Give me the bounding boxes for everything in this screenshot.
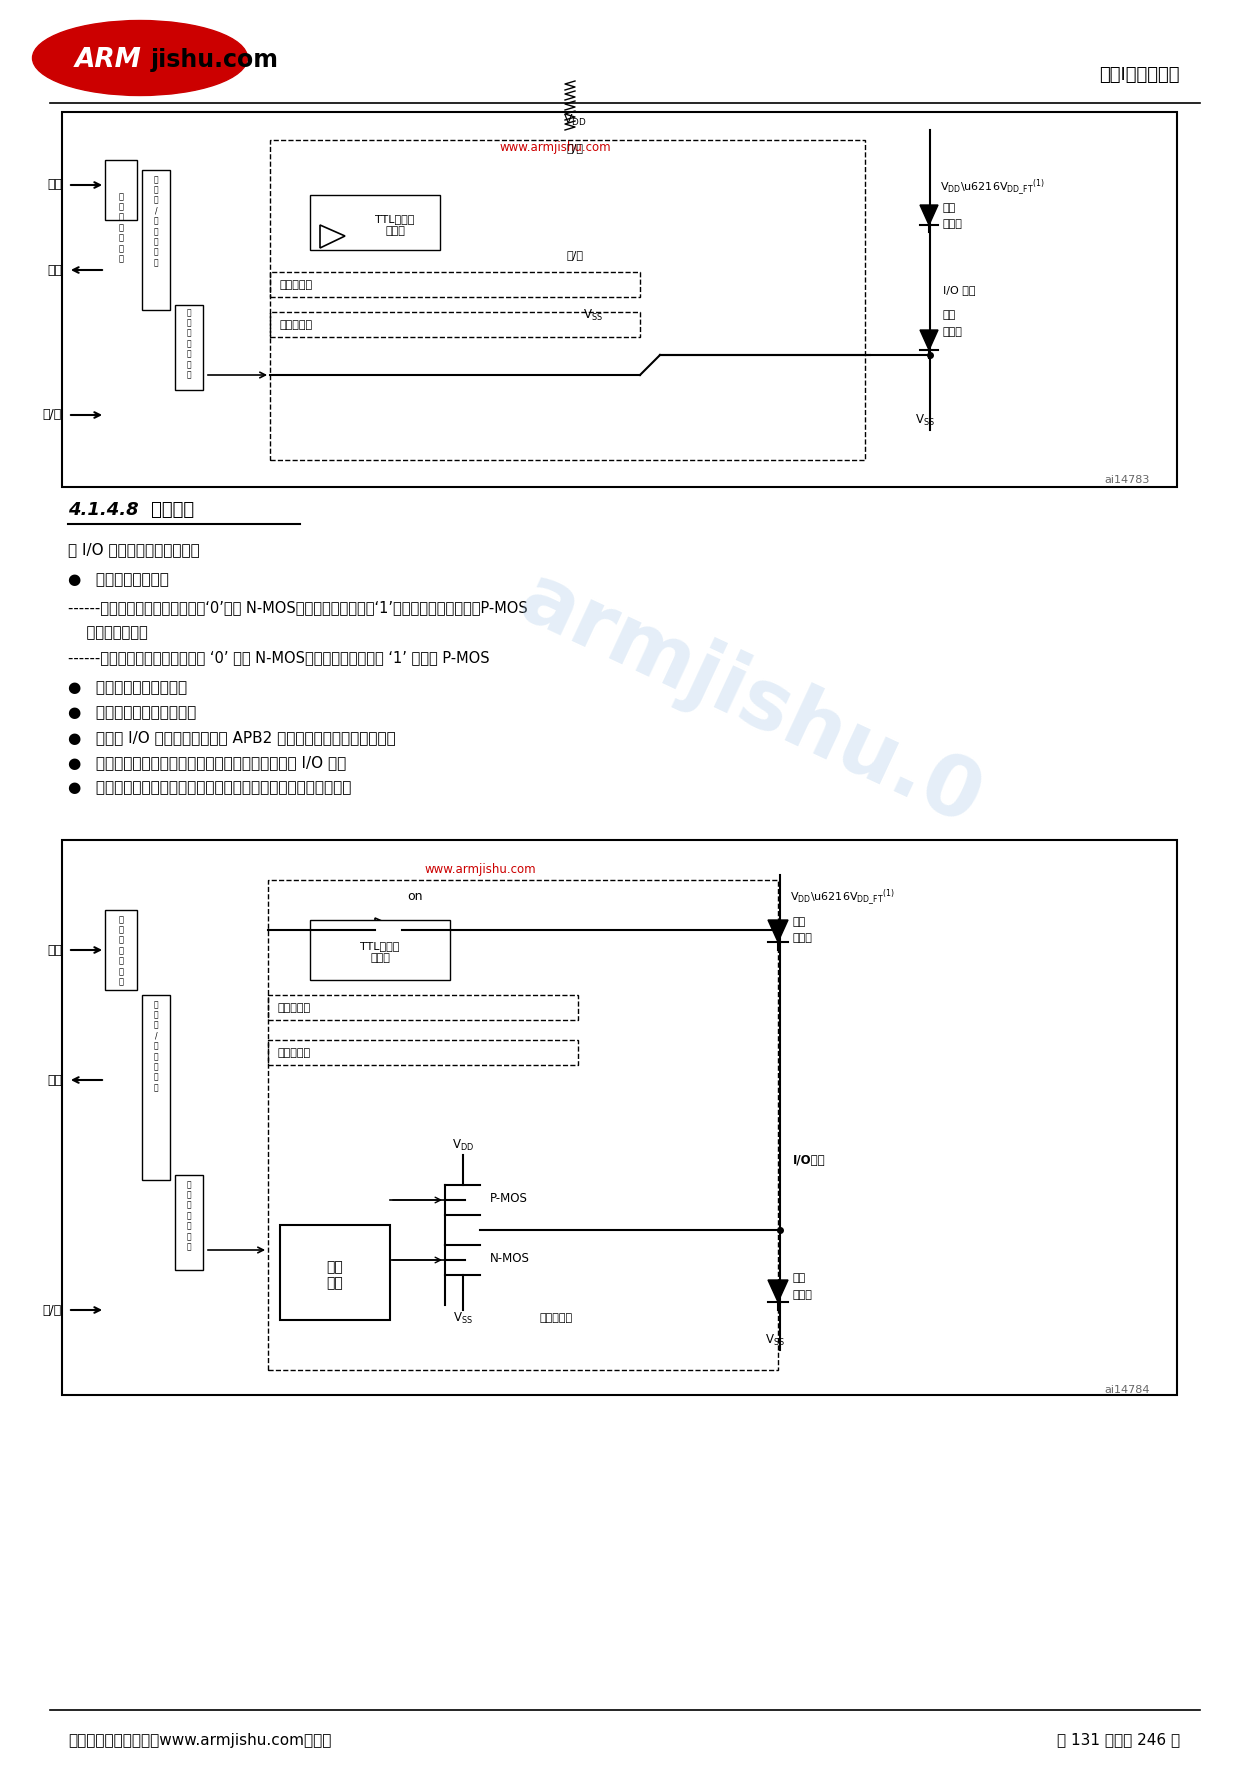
Text: 读出: 读出 (47, 944, 62, 956)
Text: 二极管: 二极管 (793, 1290, 813, 1301)
Bar (175, 1175, 204, 1270)
Text: 保护: 保护 (793, 917, 807, 928)
Bar (105, 161, 137, 221)
Text: 输出驱动器: 输出驱动器 (280, 320, 313, 330)
Text: 神舟Ⅰ号用户手册: 神舟Ⅰ号用户手册 (1099, 65, 1180, 85)
Text: 写入: 写入 (47, 263, 62, 276)
Text: 开/关: 开/关 (567, 249, 583, 260)
Text: 输入驱动器: 输入驱动器 (279, 1004, 311, 1012)
Bar (62, 839, 1177, 1394)
Text: 保护: 保护 (793, 1272, 807, 1283)
Text: 嵌入式专业技术论坛（www.armjishu.com）出品: 嵌入式专业技术论坛（www.armjishu.com）出品 (67, 1732, 331, 1748)
Bar (280, 1225, 390, 1320)
Bar (310, 921, 450, 981)
Polygon shape (375, 919, 402, 942)
Text: N-MOS: N-MOS (490, 1251, 530, 1265)
Text: 输
出
数
据
寄
存
器: 输 出 数 据 寄 存 器 (186, 1180, 191, 1251)
Text: 二极管: 二极管 (793, 933, 813, 944)
Text: ARM: ARM (75, 48, 141, 72)
Text: 输入驱动器: 输入驱动器 (280, 279, 313, 290)
Bar (175, 306, 204, 391)
Text: www.armjishu.com: www.armjishu.com (500, 141, 611, 154)
Text: 二极管: 二极管 (943, 327, 963, 337)
Polygon shape (921, 330, 938, 350)
Text: on: on (407, 891, 422, 903)
Text: ●   施密特触发输入被激活: ● 施密特触发输入被激活 (67, 680, 187, 696)
Text: V$_{\rm SS}$: V$_{\rm SS}$ (453, 1311, 473, 1325)
Text: ●   输出缓冲器被激活: ● 输出缓冲器被激活 (67, 573, 169, 587)
Text: 第 131 页，共 246 页: 第 131 页，共 246 页 (1057, 1732, 1180, 1748)
Text: ------开漏模式：输出寄存器上的‘0’激活 N-MOS，而输出寄存器上的‘1’将端口置于高阻状态（P-MOS: ------开漏模式：输出寄存器上的‘0’激活 N-MOS，而输出寄存器上的‘1… (67, 601, 528, 615)
Text: 读出: 读出 (47, 178, 62, 191)
Text: ●   在开漏模式时，对输入数据寄存器的读访问可得到 I/O 状态: ● 在开漏模式时，对输入数据寄存器的读访问可得到 I/O 状态 (67, 756, 346, 770)
Text: ●   在推挽模式时，对输出数据寄存器的读访问得到最后一次写的値: ● 在推挽模式时，对输出数据寄存器的读访问得到最后一次写的値 (67, 781, 351, 795)
Text: 从不被激活）。: 从不被激活）。 (67, 626, 147, 640)
Text: I/O 引脚: I/O 引脚 (943, 284, 975, 295)
Polygon shape (768, 921, 788, 942)
Bar (270, 313, 639, 337)
Text: ai14783: ai14783 (1104, 475, 1150, 484)
Text: TTL肖特基
触发器: TTL肖特基 触发器 (375, 214, 415, 235)
Text: V$_{\rm SS}$: V$_{\rm SS}$ (764, 1332, 786, 1348)
Text: ------推挽模式：输出寄存器上的 ‘0’ 激活 N-MOS，而输出寄存器上的 ‘1’ 将激活 P-MOS: ------推挽模式：输出寄存器上的 ‘0’ 激活 N-MOS，而输出寄存器上的… (67, 650, 490, 666)
Bar (105, 910, 137, 990)
Text: ●   出现在 I/O 脚上的数据在每个 APB2 时钟被采样到输入数据寄存器: ● 出现在 I/O 脚上的数据在每个 APB2 时钟被采样到输入数据寄存器 (67, 730, 396, 746)
Text: 读/写: 读/写 (42, 1304, 62, 1316)
Text: P-MOS: P-MOS (490, 1191, 528, 1205)
Text: TTL肖特基
触发器: TTL肖特基 触发器 (360, 942, 400, 963)
Bar (269, 995, 578, 1020)
Bar (142, 995, 170, 1180)
Text: 保护: 保护 (943, 203, 957, 214)
Text: www.armjishu.com: www.armjishu.com (425, 864, 536, 876)
Text: armjishu.0: armjishu.0 (506, 557, 994, 843)
Polygon shape (768, 1279, 788, 1302)
Text: 输出驱动器: 输出驱动器 (279, 1048, 311, 1058)
Polygon shape (921, 205, 938, 224)
Polygon shape (320, 224, 345, 247)
Bar (62, 111, 1177, 488)
Text: V$_{\rm DD}$: V$_{\rm DD}$ (563, 113, 587, 127)
Bar (270, 140, 866, 459)
Text: 写入: 写入 (47, 1074, 62, 1087)
Text: 输
入
数
据
寄
存
器: 输 入 数 据 寄 存 器 (119, 915, 124, 986)
Text: 位
设
置
/
清
除
寄
存
器: 位 设 置 / 清 除 寄 存 器 (154, 175, 159, 267)
Text: 输
入
数
据
寄
存
器: 输 入 数 据 寄 存 器 (119, 193, 124, 263)
Text: 二极管: 二极管 (943, 219, 963, 230)
Text: V$_{\rm DD}$: V$_{\rm DD}$ (452, 1138, 475, 1152)
Bar (270, 272, 639, 297)
Bar (269, 1041, 578, 1066)
Bar (142, 170, 170, 309)
Text: V$_{\rm DD}$\u6216V$_{\rm DD\_FT}$$^{(1)}$: V$_{\rm DD}$\u6216V$_{\rm DD\_FT}$$^{(1)… (791, 889, 894, 908)
Bar (269, 880, 778, 1369)
Text: 输出
控制: 输出 控制 (327, 1260, 343, 1290)
Text: V$_{\rm SS}$: V$_{\rm SS}$ (583, 307, 603, 323)
Bar (310, 194, 440, 249)
Text: ●   弱上拉和下拉电阶被禁止: ● 弱上拉和下拉电阶被禁止 (67, 705, 196, 721)
Text: 当 I/O 端口被配置为输出时：: 当 I/O 端口被配置为输出时： (67, 542, 200, 558)
Text: 位
设
置
/
清
除
寄
存
器: 位 设 置 / 清 除 寄 存 器 (154, 1000, 159, 1092)
Text: 保护: 保护 (943, 309, 957, 320)
Text: 读/写: 读/写 (42, 408, 62, 422)
Text: I/O引脚: I/O引脚 (793, 1154, 826, 1166)
Ellipse shape (32, 21, 247, 95)
Text: V$_{\rm SS}$: V$_{\rm SS}$ (916, 412, 936, 428)
Text: 输
出
数
据
寄
存
器: 输 出 数 据 寄 存 器 (186, 307, 191, 380)
Text: V$_{\rm DD}$\u6216V$_{\rm DD\_FT}$$^{(1)}$: V$_{\rm DD}$\u6216V$_{\rm DD\_FT}$$^{(1)… (940, 178, 1044, 198)
Text: 推挽或开漏: 推挽或开漏 (540, 1313, 573, 1323)
Text: 开/关: 开/关 (567, 143, 583, 154)
Text: ai14784: ai14784 (1104, 1385, 1150, 1394)
Text: 4.1.4.8  输出配置: 4.1.4.8 输出配置 (67, 502, 194, 519)
Text: jishu.com: jishu.com (151, 48, 279, 72)
